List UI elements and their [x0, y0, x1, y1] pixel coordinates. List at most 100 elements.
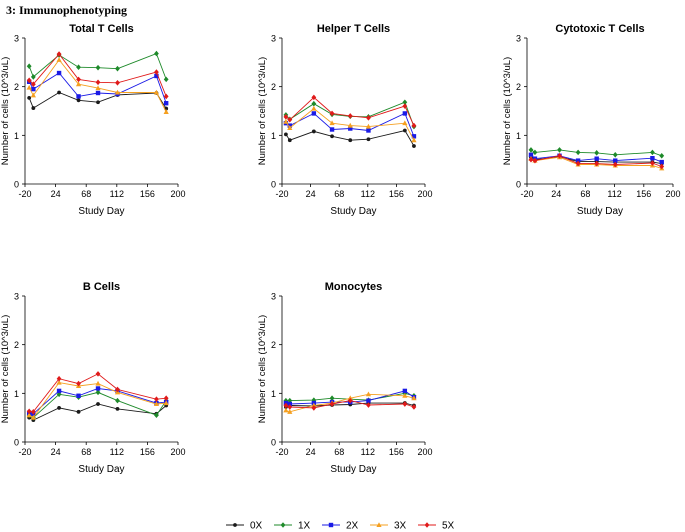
data-point	[154, 412, 159, 419]
data-point	[402, 401, 408, 407]
data-point	[115, 407, 120, 411]
data-point	[76, 409, 81, 414]
data-point	[650, 160, 655, 166]
chart-panel: B Cells 0 1 2 3 -20 24 68 112 156 200 Study Day Numb…	[0, 281, 186, 475]
data-point	[163, 109, 169, 114]
data-point	[57, 406, 61, 410]
data-point	[659, 163, 665, 170]
legend-item-1X: 1X	[274, 521, 311, 532]
data-point	[528, 156, 534, 163]
legend-marker	[233, 523, 237, 527]
page-title: 3: Immunophenotyping	[6, 3, 128, 17]
data-point	[95, 64, 101, 71]
y-axis-label: Number of cells (10^3/uL)	[257, 57, 268, 165]
data-point	[26, 77, 32, 84]
data-point	[56, 388, 62, 394]
series-line	[29, 388, 167, 415]
x-tick-label: 112	[361, 189, 375, 199]
series-line	[28, 53, 167, 97]
chart-title: Monocytes	[325, 281, 382, 293]
data-point	[96, 402, 100, 406]
chart-panel: Total T Cells 0 1 2 3 -20 24 68 112 156 200 Study D…	[0, 23, 186, 217]
data-point	[31, 106, 36, 110]
series-line	[29, 373, 167, 413]
data-point	[650, 149, 655, 156]
data-point	[283, 114, 289, 120]
x-tick-label: 24	[306, 189, 316, 199]
data-point	[366, 137, 371, 142]
data-point	[95, 79, 101, 86]
x-axis-label: Study Day	[330, 206, 376, 217]
legend-label: 3X	[394, 521, 407, 532]
data-point	[402, 128, 407, 133]
series-line	[285, 108, 415, 141]
chart-panel: Cytotoxic T Cells 0 1 2 3 -20 24 68 112 156 200 Stu…	[502, 23, 681, 217]
data-point	[365, 391, 372, 397]
series-line	[285, 96, 415, 126]
data-point	[27, 95, 32, 100]
series-3X	[26, 379, 169, 420]
data-point	[95, 85, 101, 91]
x-tick-label: 156	[140, 189, 155, 199]
y-tick-label: 3	[14, 34, 19, 44]
data-point	[311, 129, 316, 134]
data-point	[76, 393, 81, 398]
data-point	[56, 57, 62, 62]
data-point	[575, 158, 581, 163]
legend-label: 0X	[250, 521, 263, 532]
data-point	[26, 412, 32, 418]
data-point	[153, 401, 160, 407]
data-point	[30, 414, 36, 420]
x-tick-label: 24	[551, 189, 561, 199]
chart-panel: Monocytes 0 1 2 3 -20 24 68 112 156 200 Study Day Nu…	[257, 281, 433, 475]
chart-panel: Helper T Cells 0 1 2 3 -20 24 68 112 156 200 Study …	[257, 23, 433, 217]
data-point	[557, 147, 562, 153]
x-tick-label: 112	[607, 189, 621, 199]
y-tick-label: 0	[14, 438, 19, 448]
data-point	[287, 401, 292, 407]
data-point	[31, 86, 36, 92]
data-point	[366, 402, 371, 408]
data-point	[76, 94, 81, 99]
series-line	[285, 393, 415, 413]
data-point	[347, 122, 353, 128]
y-axis-label: Number of cells (10^3/uL)	[502, 57, 513, 165]
series-0X	[284, 128, 416, 148]
legend-marker	[376, 522, 382, 527]
chart-title: B Cells	[83, 281, 120, 293]
data-point	[95, 90, 101, 96]
data-point	[30, 81, 36, 88]
data-point	[56, 51, 62, 57]
y-tick-label: 1	[271, 389, 276, 399]
data-point	[411, 395, 417, 401]
x-tick-label: 200	[417, 447, 432, 457]
x-axis-label: Study Day	[78, 206, 124, 217]
y-tick-label: 2	[14, 82, 19, 92]
series-5X	[26, 51, 169, 100]
y-tick-label: 1	[271, 131, 276, 141]
x-tick-label: -20	[18, 189, 31, 199]
data-point	[163, 101, 169, 106]
data-point	[95, 380, 101, 386]
data-point	[329, 401, 335, 407]
series-5X	[26, 371, 169, 415]
legend-item-2X: 2X	[322, 521, 359, 532]
y-tick-label: 0	[271, 180, 276, 190]
data-point	[402, 111, 408, 116]
data-point	[57, 90, 61, 95]
x-tick-label: 24	[51, 189, 61, 199]
data-point	[575, 149, 581, 156]
data-point	[311, 405, 317, 411]
series-5X	[528, 152, 665, 170]
data-point	[154, 73, 159, 79]
data-point	[329, 110, 335, 117]
x-tick-label: 156	[389, 189, 404, 199]
data-point	[366, 115, 371, 121]
series-5X	[283, 94, 417, 129]
series-1X	[528, 147, 665, 159]
series-line	[28, 91, 167, 109]
series-line	[28, 53, 167, 80]
data-point	[612, 161, 618, 168]
x-tick-label: -20	[275, 189, 288, 199]
data-point	[95, 389, 101, 396]
